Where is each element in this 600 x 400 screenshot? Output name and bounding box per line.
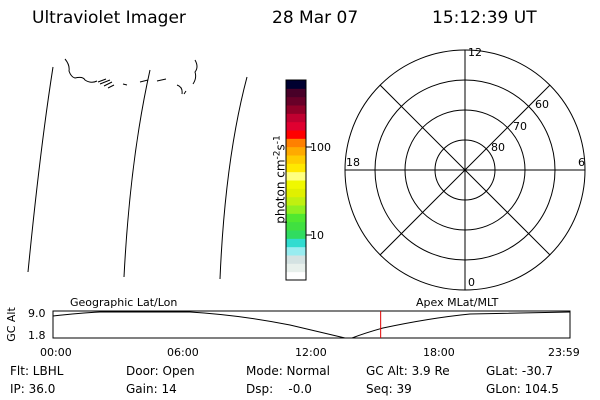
- colorbar-band: [286, 196, 306, 206]
- colorbar-tick-100: 100: [310, 141, 331, 154]
- glat-status: GLat: -30.7: [486, 364, 553, 378]
- mlt-label-18: 18: [346, 156, 360, 169]
- colorbar: [286, 80, 306, 281]
- colorbar-band: [286, 96, 306, 106]
- altitude-tick-1.8: 1.8: [28, 329, 46, 342]
- colorbar-band: [286, 205, 306, 214]
- lat-label-70: 70: [513, 120, 527, 133]
- ip-status: IP: 36.0: [10, 382, 56, 396]
- colorbar-unit-exp: -2: [272, 150, 283, 160]
- colorbar-tick-10: 10: [310, 229, 324, 242]
- mlt-label-12: 12: [468, 46, 482, 59]
- longitude-line: [219, 76, 248, 280]
- colorbar-frame: [285, 79, 307, 281]
- colorbar-band: [286, 213, 306, 223]
- lat-label-80: 80: [491, 141, 505, 154]
- colorbar-band: [286, 238, 306, 248]
- lat-label-60: 60: [535, 98, 549, 111]
- colorbar-unit: photon cm: [273, 159, 288, 224]
- colorbar-band: [286, 130, 306, 139]
- colorbar-band: [286, 146, 306, 156]
- colorbar-band: [286, 263, 306, 273]
- longitude-line: [123, 69, 151, 278]
- colorbar-band: [286, 121, 306, 131]
- geographic-title: Geographic Lat/Lon: [70, 296, 178, 309]
- time-tick: 18:00: [423, 346, 455, 359]
- altitude-axis-label: GC Alt: [4, 307, 18, 342]
- time-tick: 00:00: [40, 346, 72, 359]
- dsp-status: Dsp: -0.0: [246, 382, 312, 396]
- longitude-line: [27, 66, 54, 273]
- mode-status: Mode: Normal: [246, 364, 330, 378]
- colorbar-band: [286, 163, 306, 173]
- colorbar-label: photon cm-2s-1: [273, 80, 288, 280]
- colorbar-band: [286, 171, 306, 181]
- colorbar-band: [286, 155, 306, 164]
- colorbar-band: [286, 230, 306, 239]
- coastline: [64, 58, 198, 95]
- gain-status: Gain: 14: [126, 382, 177, 396]
- apex-title: Apex MLat/MLT: [416, 296, 499, 309]
- colorbar-band: [286, 180, 306, 189]
- mlt-label-6: 6: [578, 156, 585, 169]
- colorbar-band: [286, 188, 306, 198]
- colorbar-band: [286, 80, 306, 89]
- colorbar-band: [286, 271, 306, 281]
- time-tick: 12:00: [295, 346, 327, 359]
- door-status: Door: Open: [126, 364, 195, 378]
- colorbar-unit-s: s: [273, 144, 288, 151]
- colorbar-band: [286, 88, 306, 98]
- seq-status: Seq: 39: [366, 382, 412, 396]
- time-tick: 06:00: [167, 346, 199, 359]
- colorbar-band: [286, 255, 306, 264]
- colorbar-band: [286, 105, 306, 114]
- time-tick: 23:59: [548, 346, 580, 359]
- colorbar-band: [286, 113, 306, 123]
- date-label: 28 Mar 07: [272, 8, 359, 28]
- time-label: 15:12:39 UT: [432, 8, 537, 28]
- altitude-curve: [52, 311, 571, 339]
- gc-alt-status: GC Alt: 3.9 Re: [366, 364, 450, 378]
- mlt-label-0: 0: [468, 276, 475, 289]
- colorbar-band: [286, 221, 306, 231]
- altitude-tick-9: 9.0: [28, 307, 46, 320]
- colorbar-unit-exp2: -1: [272, 135, 283, 145]
- polar-plot: [344, 49, 586, 291]
- mlt-diagonal: [379, 84, 551, 256]
- colorbar-band: [286, 138, 306, 148]
- instrument-title: Ultraviolet Imager: [32, 8, 186, 28]
- glon-status: GLon: 104.5: [486, 382, 559, 396]
- geographic-map: [27, 58, 248, 280]
- altitude-plot-frame: [52, 310, 571, 339]
- filter-status: Flt: LBHL: [10, 364, 64, 378]
- colorbar-band: [286, 246, 306, 256]
